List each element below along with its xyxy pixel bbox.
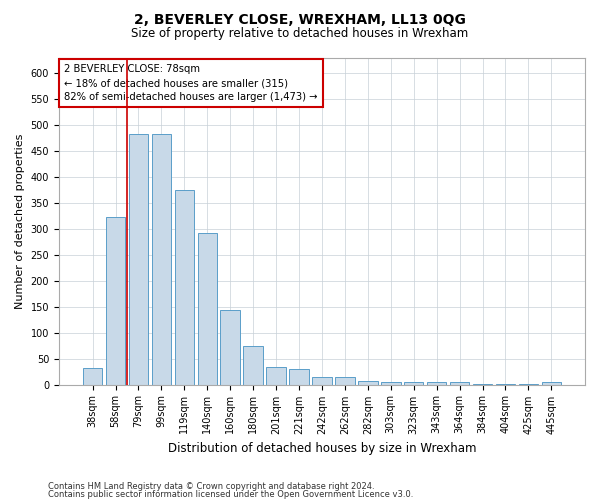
- Text: Contains HM Land Registry data © Crown copyright and database right 2024.: Contains HM Land Registry data © Crown c…: [48, 482, 374, 491]
- Text: Size of property relative to detached houses in Wrexham: Size of property relative to detached ho…: [131, 28, 469, 40]
- Bar: [335, 377, 355, 384]
- Bar: [106, 218, 125, 384]
- Bar: [175, 190, 194, 384]
- Bar: [542, 382, 561, 384]
- Bar: [312, 377, 332, 384]
- Text: 2, BEVERLEY CLOSE, WREXHAM, LL13 0QG: 2, BEVERLEY CLOSE, WREXHAM, LL13 0QG: [134, 12, 466, 26]
- Bar: [427, 382, 446, 384]
- Y-axis label: Number of detached properties: Number of detached properties: [15, 134, 25, 308]
- Bar: [244, 346, 263, 385]
- Bar: [404, 382, 424, 384]
- Bar: [128, 134, 148, 384]
- Text: 2 BEVERLEY CLOSE: 78sqm
← 18% of detached houses are smaller (315)
82% of semi-d: 2 BEVERLEY CLOSE: 78sqm ← 18% of detache…: [64, 64, 317, 102]
- Bar: [381, 382, 401, 384]
- Text: Contains public sector information licensed under the Open Government Licence v3: Contains public sector information licen…: [48, 490, 413, 499]
- Bar: [152, 134, 171, 384]
- Bar: [197, 234, 217, 384]
- X-axis label: Distribution of detached houses by size in Wrexham: Distribution of detached houses by size …: [168, 442, 476, 455]
- Bar: [358, 381, 377, 384]
- Bar: [83, 368, 103, 384]
- Bar: [266, 368, 286, 384]
- Bar: [450, 382, 469, 384]
- Bar: [289, 369, 309, 384]
- Bar: [220, 310, 240, 384]
